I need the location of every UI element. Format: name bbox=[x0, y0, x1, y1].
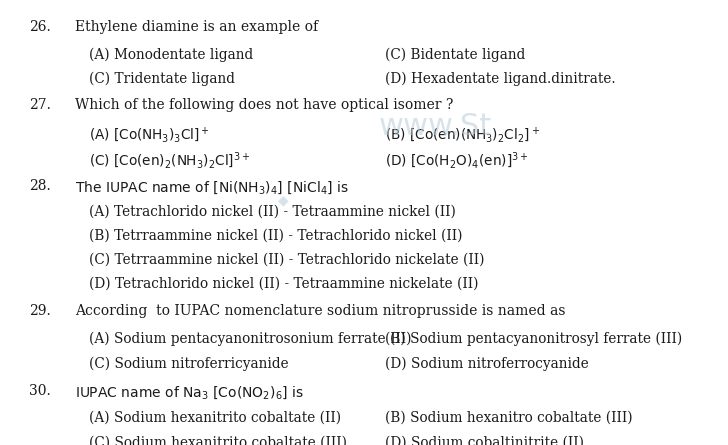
Text: (D) Hexadentate ligand.dinitrate.: (D) Hexadentate ligand.dinitrate. bbox=[385, 72, 616, 86]
Text: (B) Sodium hexanitro cobaltate (III): (B) Sodium hexanitro cobaltate (III) bbox=[385, 411, 633, 425]
Text: (D) [Co(H$_2$O)$_4$(en)]$^{3+}$: (D) [Co(H$_2$O)$_4$(en)]$^{3+}$ bbox=[385, 150, 529, 171]
Text: (B) Sodium pentacyanonitrosyl ferrate (III): (B) Sodium pentacyanonitrosyl ferrate (I… bbox=[385, 332, 683, 346]
Text: (D) Sodium cobaltinitrite (II).: (D) Sodium cobaltinitrite (II). bbox=[385, 435, 589, 445]
Text: (A) Monodentate ligand: (A) Monodentate ligand bbox=[90, 48, 253, 62]
Text: (C) Sodium hexanitrito cobaltate (III): (C) Sodium hexanitrito cobaltate (III) bbox=[90, 435, 347, 445]
Text: 26.: 26. bbox=[28, 20, 50, 34]
Text: 28.: 28. bbox=[28, 179, 50, 193]
Text: (C) Tridentate ligand: (C) Tridentate ligand bbox=[90, 72, 235, 86]
Text: (D) Sodium nitroferrocyanide: (D) Sodium nitroferrocyanide bbox=[385, 356, 589, 371]
Text: IUPAC name of Na$_3$ [Co(NO$_2$)$_6$] is: IUPAC name of Na$_3$ [Co(NO$_2$)$_6$] is bbox=[75, 384, 304, 400]
Text: (B) [Co(en)(NH$_3)_2$Cl$_2$]$^+$: (B) [Co(en)(NH$_3)_2$Cl$_2$]$^+$ bbox=[385, 125, 540, 145]
Text: (C) Sodium nitroferricyanide: (C) Sodium nitroferricyanide bbox=[90, 356, 289, 371]
Text: (A) Sodium hexanitrito cobaltate (II): (A) Sodium hexanitrito cobaltate (II) bbox=[90, 411, 341, 425]
Text: According  to IUPAC nomenclature sodium nitroprusside is named as: According to IUPAC nomenclature sodium n… bbox=[75, 304, 566, 319]
Text: 29.: 29. bbox=[28, 304, 50, 319]
Text: Ethylene diamine is an example of: Ethylene diamine is an example of bbox=[75, 20, 318, 34]
Text: (A) Tetrachlorido nickel (II) - Tetraammine nickel (II): (A) Tetrachlorido nickel (II) - Tetraamm… bbox=[90, 205, 456, 219]
Text: (C) Tetrraammine nickel (II) - Tetrachlorido nickelate (II): (C) Tetrraammine nickel (II) - Tetrachlo… bbox=[90, 253, 485, 267]
Text: 27.: 27. bbox=[28, 98, 50, 112]
Text: (C) [Co(en)$_2$(NH$_3)_2$Cl]$^{3+}$: (C) [Co(en)$_2$(NH$_3)_2$Cl]$^{3+}$ bbox=[90, 150, 250, 171]
Text: www.St: www.St bbox=[379, 112, 491, 141]
Text: 30.: 30. bbox=[28, 384, 50, 398]
Text: ◆: ◆ bbox=[278, 194, 289, 208]
Text: (B) Tetrraammine nickel (II) - Tetrachlorido nickel (II): (B) Tetrraammine nickel (II) - Tetrachlo… bbox=[90, 229, 463, 243]
Text: The IUPAC name of [Ni(NH$_3)_4$] [NiCl$_4$] is: The IUPAC name of [Ni(NH$_3)_4$] [NiCl$_… bbox=[75, 179, 349, 196]
Text: (A) [Co(NH$_3)_3$Cl]$^+$: (A) [Co(NH$_3)_3$Cl]$^+$ bbox=[90, 125, 210, 145]
Text: (D) Tetrachlorido nickel (II) - Tetraammine nickelate (II): (D) Tetrachlorido nickel (II) - Tetraamm… bbox=[90, 277, 479, 291]
Text: Which of the following does not have optical isomer ?: Which of the following does not have opt… bbox=[75, 98, 454, 112]
Text: (A) Sodium pentacyanonitrosonium ferrate (II): (A) Sodium pentacyanonitrosonium ferrate… bbox=[90, 332, 412, 346]
Text: (C) Bidentate ligand: (C) Bidentate ligand bbox=[385, 48, 526, 62]
